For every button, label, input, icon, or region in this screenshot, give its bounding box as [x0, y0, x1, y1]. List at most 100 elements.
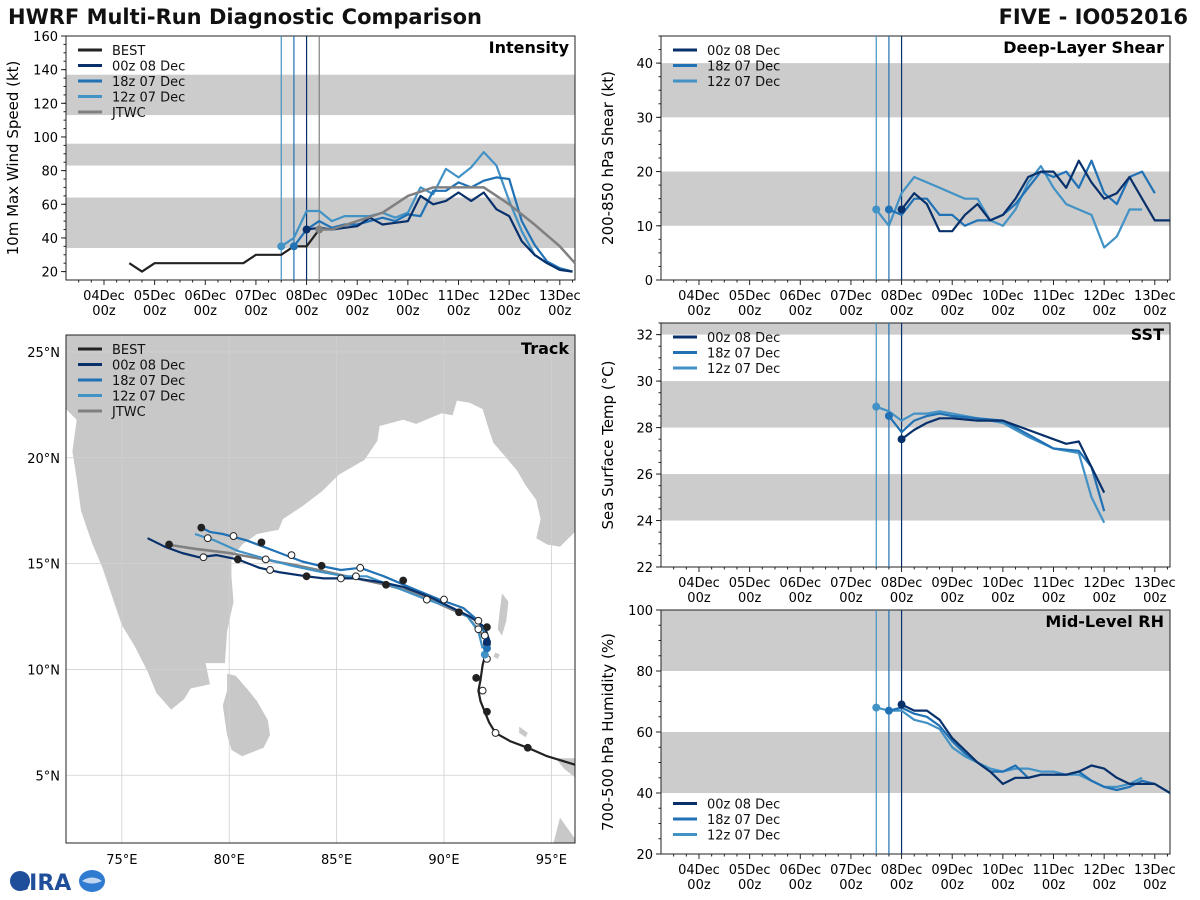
x-tick-label: 00z	[890, 878, 914, 893]
series-start-marker-r12	[277, 242, 286, 251]
x-tick-label: 00z	[687, 591, 711, 606]
x-tick-label: 00z	[1092, 878, 1116, 893]
series-start-marker-r18	[884, 706, 893, 715]
x-tick-label: 12Dec	[1083, 863, 1125, 878]
x-tick-label: 00z	[890, 304, 914, 319]
y-tick-label: 22	[636, 561, 653, 576]
track-marker-r18	[257, 538, 266, 547]
land-nicobar	[519, 726, 528, 738]
x-tick-label: 09Dec	[931, 863, 973, 878]
track-start-marker-r18	[482, 644, 491, 653]
series-line-best	[128, 228, 321, 273]
chart-intensity: 2040608010012014016004Dec00z05Dec00z06De…	[4, 30, 581, 319]
x-tick-label: 00z	[497, 304, 521, 319]
track-marker-r18	[197, 523, 206, 532]
x-tick-label: 00z	[687, 878, 711, 893]
track-marker-best	[483, 707, 491, 716]
track-marker-best	[523, 743, 532, 752]
track-marker-r12	[474, 625, 483, 634]
x-tick-label: 09Dec	[931, 289, 973, 304]
x-tick-label: 00z	[738, 304, 762, 319]
x-tick-label: 00z	[839, 591, 863, 606]
x-tick-label: 08Dec	[881, 289, 923, 304]
legend-label-r18: 18z 07 Dec	[112, 75, 185, 90]
y-tick-label: 160	[33, 30, 58, 45]
panel-title: Intensity	[489, 38, 570, 57]
legend-label-r18: 18z 07 Dec	[707, 813, 780, 828]
plot-frame	[65, 35, 576, 281]
page-title: HWRF Multi-Run Diagnostic Comparison	[8, 5, 483, 29]
plot-frame	[660, 322, 1171, 568]
track-marker-jtwc	[165, 540, 173, 549]
lon-tick-label: 80°E	[214, 853, 245, 868]
x-tick-label: 00z	[295, 304, 319, 319]
y-axis-label: 700-500 hPa Humidity (%)	[599, 633, 617, 831]
x-tick-label: 12Dec	[488, 289, 530, 304]
track-marker-r12	[422, 595, 431, 604]
x-tick-label: 10Dec	[982, 576, 1024, 591]
y-tick-label: 30	[636, 111, 653, 126]
x-tick-label: 00z	[991, 304, 1015, 319]
x-tick-label: 08Dec	[286, 289, 328, 304]
track-marker-jtwc	[382, 580, 390, 589]
x-tick-label: 00z	[1042, 304, 1066, 319]
shade-band	[661, 732, 1170, 793]
y-tick-label: 60	[636, 726, 653, 741]
chart-rh: 2040608010004Dec00z05Dec00z06Dec00z07Dec…	[599, 604, 1176, 893]
x-tick-label: 00z	[1143, 878, 1167, 893]
x-tick-label: 05Dec	[729, 863, 771, 878]
x-tick-label: 07Dec	[830, 289, 872, 304]
y-tick-label: 140	[33, 64, 58, 79]
legend-label-r00: 00z 08 Dec	[707, 798, 780, 813]
x-tick-label: 00z	[789, 591, 813, 606]
y-tick-label: 60	[41, 198, 58, 213]
x-tick-label: 04Dec	[678, 289, 720, 304]
logo-globe-icon	[10, 871, 30, 891]
x-tick-label: 00z	[244, 304, 268, 319]
series-line-jtwc	[319, 186, 576, 265]
x-tick-label: 06Dec	[184, 289, 226, 304]
y-tick-label: 100	[628, 604, 653, 619]
x-tick-label: 05Dec	[134, 289, 176, 304]
lon-tick-label: 75°E	[106, 853, 137, 868]
series-line-r12	[875, 165, 1143, 249]
land-sumatra-2	[553, 817, 575, 843]
x-tick-label: 00z	[194, 304, 218, 319]
x-tick-label: 13Dec	[1134, 863, 1176, 878]
y-tick-label: 40	[41, 232, 58, 247]
track-marker-best	[472, 674, 481, 682]
legend-label-r18: 18z 07 Dec	[112, 374, 185, 389]
series-line-r00	[900, 159, 1170, 233]
x-tick-label: 00z	[346, 304, 370, 319]
series-line-r00	[306, 191, 573, 273]
lat-tick-label: 15°N	[27, 558, 60, 573]
legend-label-r12: 12z 07 Dec	[112, 91, 185, 106]
shade-band	[661, 474, 1170, 521]
y-tick-label: 32	[636, 329, 653, 344]
series-start-marker-r00	[897, 205, 906, 214]
track-marker-best	[478, 686, 487, 695]
x-tick-label: 13Dec	[1134, 289, 1176, 304]
x-tick-label: 11Dec	[1033, 576, 1075, 591]
y-tick-label: 30	[636, 375, 653, 390]
y-tick-label: 28	[636, 422, 653, 437]
x-tick-label: 10Dec	[982, 863, 1024, 878]
legend-label-r12: 12z 07 Dec	[707, 75, 780, 90]
x-tick-label: 12Dec	[1083, 289, 1125, 304]
logo-text: CIRA	[13, 871, 71, 896]
y-axis-label: 10m Max Wind Speed (kt)	[4, 61, 22, 256]
x-tick-label: 07Dec	[830, 863, 872, 878]
x-tick-label: 07Dec	[235, 289, 277, 304]
land-sri-lanka	[222, 673, 270, 757]
x-tick-label: 09Dec	[336, 289, 378, 304]
x-tick-label: 00z	[738, 591, 762, 606]
x-tick-label: 00z	[890, 591, 914, 606]
x-tick-label: 00z	[941, 591, 965, 606]
shade-band	[66, 74, 575, 116]
track-marker-r00	[352, 572, 360, 581]
legend-label-jtwc: JTWC	[111, 106, 146, 121]
x-tick-label: 13Dec	[1134, 576, 1176, 591]
track-marker-r00	[266, 566, 274, 574]
track-marker-r00	[302, 572, 311, 581]
